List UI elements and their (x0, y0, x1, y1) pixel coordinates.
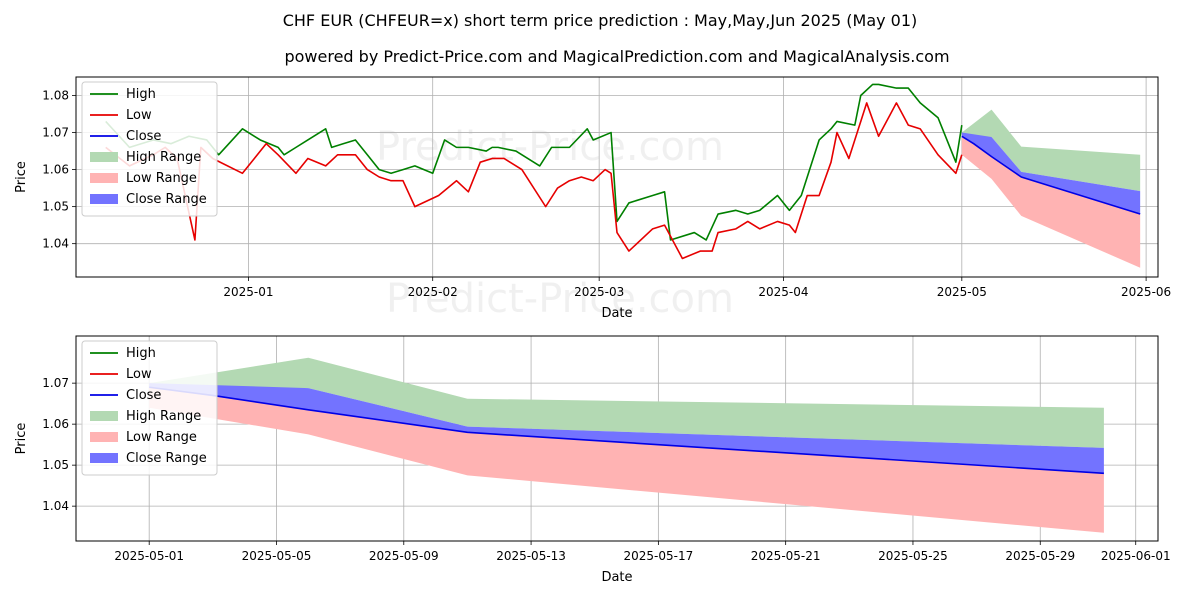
top-xtick-label-4: 2025-05 (937, 285, 987, 299)
bottom-legend-swatch-close-range (90, 453, 118, 463)
top-panel: 2025-01 2025-02 2025-03 2025-04 2025-05 2025-… (14, 76, 1171, 321)
watermark-middle: Predict-Price.com (386, 276, 734, 322)
bottom-legend-label-low: Low (126, 367, 152, 382)
top-x-axis-label: Date (601, 306, 632, 321)
bottom-xtick-label-4: 2025-05-17 (623, 549, 693, 563)
bottom-ytick-label-1: 1.05 (42, 458, 69, 472)
top-legend-label-high-range: High Range (126, 150, 201, 165)
bottom-xtick-label-1: 2025-05-05 (242, 549, 312, 563)
top-band-high-range (961, 109, 1141, 192)
top-band-low-range (961, 136, 1141, 268)
top-axes-frame (75, 76, 1159, 278)
bottom-legend-label-close: Close (126, 388, 161, 403)
top-ytick-label-2: 1.06 (42, 163, 69, 177)
bottom-legend-label-close-range: Close Range (126, 451, 207, 466)
top-xtick-label-3: 2025-04 (758, 285, 808, 299)
bottom-xtick-label-2: 2025-05-09 (369, 549, 439, 563)
top-legend-swatch-close-range (90, 194, 118, 204)
top-ytick-label-4: 1.08 (42, 89, 69, 103)
top-legend-label-close-range: Close Range (126, 192, 207, 207)
top-series-line-low (105, 102, 963, 260)
bottom-xtick-label-0: 2025-05-01 (114, 549, 184, 563)
top-legend-swatch-high-range (90, 152, 118, 162)
watermark-top: Predict-Price.com (376, 124, 724, 170)
bottom-legend-swatch-low-range (90, 432, 118, 442)
top-ytick-label-3: 1.07 (42, 126, 69, 140)
bottom-axes-frame (75, 335, 1159, 542)
top-legend-label-low-range: Low Range (126, 171, 197, 186)
top-legend-label-close: Close (126, 129, 161, 144)
bottom-ytick-label-3: 1.07 (42, 376, 69, 390)
top-legend-swatch-low-range (90, 173, 118, 183)
bottom-xtick-label-8: 2025-06-01 (1101, 549, 1171, 563)
bottom-band-low-range (149, 387, 1104, 533)
top-legend: High Low Close High Range Low Range Close Ran… (81, 81, 218, 217)
bottom-band-close-range (149, 383, 1104, 474)
top-ytick-label-1: 1.05 (42, 200, 69, 214)
bottom-band-high-range (149, 357, 1104, 448)
top-y-axis-label: Price (14, 161, 29, 193)
top-ytick-label-0: 1.04 (42, 237, 69, 251)
bottom-panel: 2025-05-01 2025-05-05 2025-05-09 2025-05-13… (14, 335, 1171, 585)
bottom-legend-label-high-range: High Range (126, 409, 201, 424)
bottom-xtick-label-5: 2025-05-21 (751, 549, 821, 563)
bottom-xtick-label-7: 2025-05-29 (1005, 549, 1075, 563)
top-legend-label-high: High (126, 87, 156, 102)
top-band-close-range (961, 132, 1141, 215)
top-xtick-label-0: 2025-01 (223, 285, 273, 299)
bottom-legend-label-low-range: Low Range (126, 430, 197, 445)
bottom-ytick-label-2: 1.06 (42, 417, 69, 431)
bottom-legend: High Low Close High Range Low Range Close Ran… (81, 340, 218, 476)
top-xtick-label-1: 2025-02 (408, 285, 458, 299)
top-xtick-label-5: 2025-06 (1121, 285, 1171, 299)
bottom-xtick-label-3: 2025-05-13 (496, 549, 566, 563)
bottom-legend-label-high: High (126, 346, 156, 361)
top-xtick-label-2: 2025-03 (574, 285, 624, 299)
bottom-xtick-label-6: 2025-05-25 (878, 549, 948, 563)
top-legend-label-low: Low (126, 108, 152, 123)
bottom-y-axis-label: Price (14, 423, 29, 455)
chart-title: CHF EUR (CHFEUR=x) short term price pred… (283, 11, 918, 30)
top-series-line-high (105, 83, 963, 241)
bottom-ytick-label-0: 1.04 (42, 499, 69, 513)
bottom-x-axis-label: Date (601, 570, 632, 585)
chart-subtitle: powered by Predict-Price.com and Magical… (284, 47, 949, 66)
bottom-legend-swatch-high-range (90, 411, 118, 421)
top-series-line-close (961, 135, 1141, 215)
